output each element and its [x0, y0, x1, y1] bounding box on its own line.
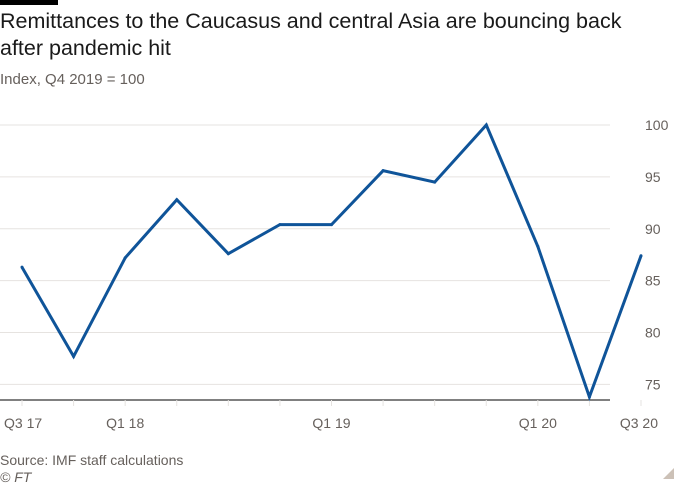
chart-subtitle: Index, Q4 2019 = 100	[0, 71, 145, 88]
data-point	[226, 252, 230, 256]
x-tick-label: Q1 20	[519, 415, 557, 431]
y-tick-label: 85	[645, 273, 661, 289]
resize-corner-icon	[663, 468, 674, 479]
data-point	[330, 223, 333, 227]
data-point	[123, 256, 127, 260]
series-line-0	[20, 122, 643, 402]
source-note: Source: IMF staff calculations	[0, 452, 184, 468]
y-tick-label: 90	[645, 221, 661, 237]
series-layer	[20, 122, 643, 402]
x-tick-label: Q1 18	[106, 415, 144, 431]
y-tick-label: 95	[645, 169, 661, 185]
x-tick-label: Q3 20	[620, 415, 658, 431]
data-point	[484, 123, 488, 127]
data-point	[639, 254, 643, 258]
x-tick-label: Q3 17	[4, 415, 42, 431]
data-point	[536, 244, 540, 248]
chart-title: Remittances to the Caucasus and central …	[0, 9, 622, 60]
y-tick-label: 75	[645, 376, 661, 392]
x-tick-label: Q1 19	[312, 415, 350, 431]
y-tick-label: 80	[645, 325, 661, 341]
ft-brand-bar	[0, 0, 58, 5]
copyright-note: © FT	[0, 469, 32, 485]
data-point	[433, 180, 437, 184]
data-point	[381, 169, 385, 173]
y-axis-ticks: 75 80 85 90 95 100	[645, 117, 669, 392]
data-point	[72, 354, 76, 358]
x-axis: Q3 17 Q1 18 Q1 19 Q1 20 Q3 20	[0, 399, 658, 431]
y-tick-label: 100	[645, 117, 669, 133]
data-point	[587, 395, 591, 399]
data-point	[20, 265, 24, 269]
data-point	[175, 198, 179, 202]
gridlines	[0, 124, 610, 385]
data-point	[278, 223, 282, 227]
